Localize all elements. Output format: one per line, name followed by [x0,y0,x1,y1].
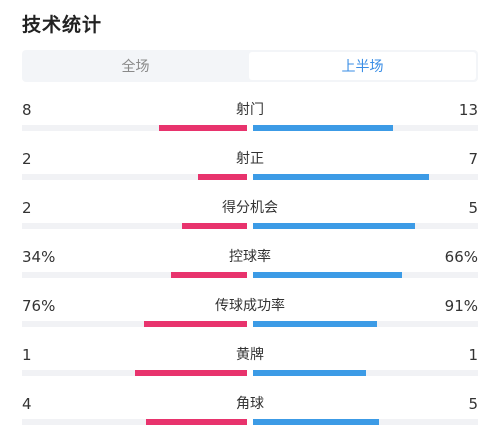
stat-right-value: 5 [468,199,478,217]
stat-right-value: 66% [444,248,478,266]
right-team-bar [253,272,402,278]
left-team-bar [143,321,247,327]
stat-bar [22,174,478,180]
stat-bar [22,321,478,327]
stat-row-shots-on-target: 2 7 射正 [22,145,478,194]
stat-left-value: 2 [22,199,32,217]
left-team-bar [134,370,247,376]
stat-right-value: 13 [458,101,478,119]
stat-right-value: 7 [468,150,478,168]
stat-row-chances: 2 5 得分机会 [22,194,478,243]
left-team-bar [197,174,247,180]
period-tabs: 全场 上半场 [22,50,478,82]
stat-bar [22,272,478,278]
stat-left-value: 1 [22,346,32,364]
left-team-bar [181,223,247,229]
stat-bar [22,223,478,229]
stat-right-value: 5 [468,395,478,413]
stat-label: 射门 [236,102,264,118]
stat-right-value: 91% [444,297,478,315]
stat-bar [22,370,478,376]
stat-row-possession: 34% 66% 控球率 [22,243,478,292]
right-team-bar [253,370,366,376]
stat-label: 得分机会 [222,200,278,216]
left-team-bar [159,125,247,131]
right-team-bar [253,174,429,180]
stat-left-value: 2 [22,150,32,168]
tab-first-half[interactable]: 上半场 [249,52,476,80]
stat-label: 传球成功率 [215,298,285,314]
stats-list: 8 13 射门 2 7 射正 2 5 得分机会 [22,96,478,439]
stat-right-value: 1 [468,346,478,364]
stat-left-value: 8 [22,101,32,119]
stat-label: 射正 [236,151,264,167]
stat-label: 角球 [236,396,264,412]
stat-row-yellow-cards: 1 1 黄牌 [22,341,478,390]
stat-label: 控球率 [229,249,271,265]
stat-row-corners: 4 5 角球 [22,390,478,439]
right-team-bar [253,125,393,131]
stat-left-value: 4 [22,395,32,413]
stat-bar [22,125,478,131]
stat-bar [22,419,478,425]
tab-full-match[interactable]: 全场 [121,59,150,75]
stat-row-pass-accuracy: 76% 91% 传球成功率 [22,292,478,341]
stat-left-value: 76% [22,297,56,315]
left-team-bar [145,419,247,425]
stat-label: 黄牌 [236,347,264,363]
page-title: 技术统计 [22,14,103,36]
right-team-bar [253,321,377,327]
right-team-bar [253,419,379,425]
stat-row-shots: 8 13 射门 [22,96,478,145]
stat-left-value: 34% [22,248,56,266]
right-team-bar [253,223,415,229]
left-team-bar [170,272,247,278]
